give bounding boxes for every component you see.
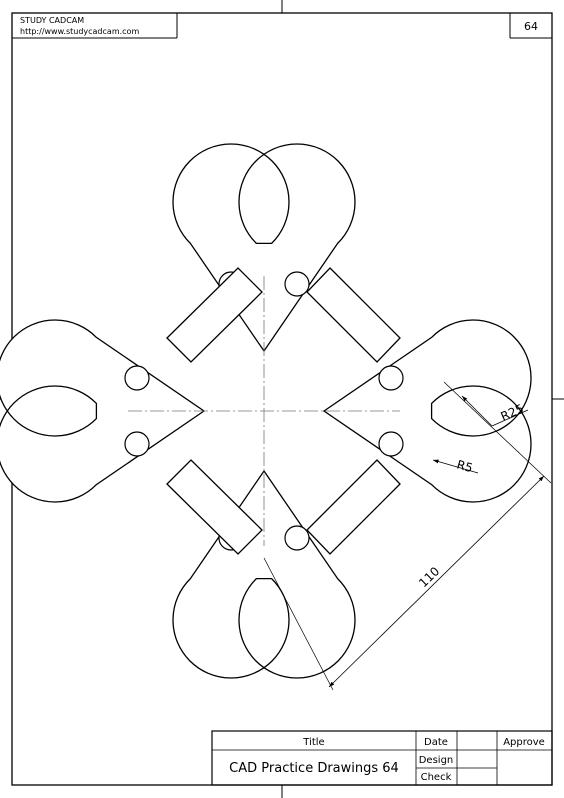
sheet-number: 64 bbox=[524, 20, 538, 33]
header-block: STUDY CADCAM http://www.studycadcam.com … bbox=[12, 13, 552, 39]
knot-hole bbox=[378, 365, 404, 391]
check-label: Check bbox=[421, 772, 452, 783]
approve-label: Approve bbox=[503, 737, 545, 748]
knot-strap bbox=[166, 459, 263, 555]
knot-band bbox=[0, 319, 206, 503]
r5-label: R5 bbox=[455, 457, 474, 475]
ext-line-b bbox=[263, 557, 334, 691]
dim-110-label: 110 bbox=[416, 564, 442, 590]
knot-strap bbox=[306, 459, 401, 555]
drawing-title: CAD Practice Drawings 64 bbox=[229, 761, 399, 776]
dimension-line-110 bbox=[328, 475, 545, 688]
knot-hole bbox=[284, 271, 310, 297]
design-label: Design bbox=[419, 755, 454, 766]
knot-loop-4 bbox=[0, 319, 206, 503]
knot-hole bbox=[284, 525, 310, 551]
knot-band bbox=[172, 143, 356, 353]
ext-line-a bbox=[443, 381, 552, 484]
title-block: Title CAD Practice Drawings 64 Date Appr… bbox=[211, 730, 553, 786]
website-url: http://www.studycadcam.com bbox=[20, 27, 139, 36]
title-label: Title bbox=[302, 737, 324, 748]
center-lines bbox=[128, 276, 400, 546]
brand-text: STUDY CADCAM bbox=[20, 16, 84, 25]
knot-loop-2 bbox=[322, 319, 532, 503]
knot-hole bbox=[124, 365, 150, 391]
r5-leader bbox=[432, 459, 479, 474]
r25-shelf bbox=[491, 409, 529, 427]
knot-strap bbox=[166, 267, 263, 363]
date-label: Date bbox=[424, 737, 448, 748]
knot-strap bbox=[306, 267, 401, 363]
knot-hole bbox=[378, 431, 404, 457]
dimensions: R25 R5 110 bbox=[263, 381, 552, 691]
r25-leader bbox=[461, 395, 493, 427]
knot-hole bbox=[124, 431, 150, 457]
celtic-knot-figure bbox=[0, 143, 532, 679]
